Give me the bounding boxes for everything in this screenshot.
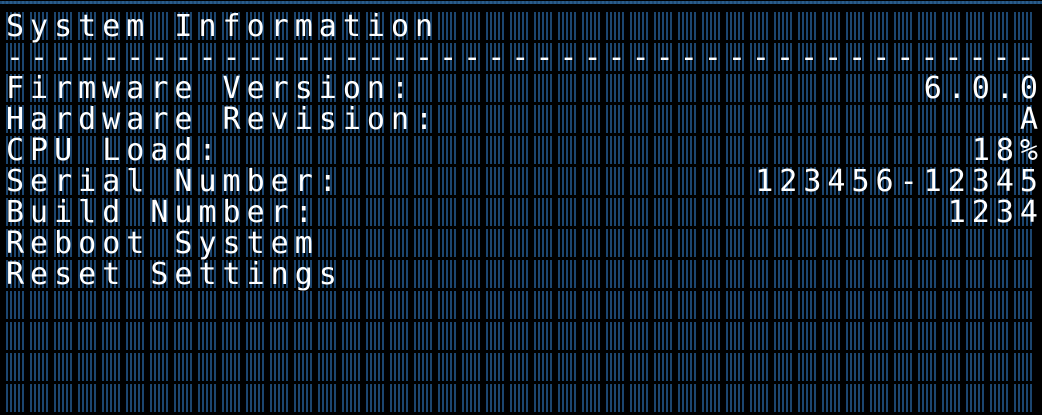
lcd-display: System Information ---------------------… — [6, 12, 1038, 415]
item-label: Serial Number: — [6, 164, 343, 199]
page-title: System Information — [6, 9, 440, 44]
display-top-border — [0, 1, 1042, 4]
item-value: A — [1019, 102, 1042, 137]
item-value: 18% — [971, 133, 1042, 168]
item-label: Reset Settings — [6, 257, 343, 292]
empty-row — [6, 291, 1038, 319]
item-value: 123456-12345 — [755, 164, 1042, 199]
empty-row — [6, 322, 1038, 350]
menu-item-reset-settings[interactable]: Reset Settings — [6, 257, 1038, 292]
separator: ----------------------------------------… — [6, 40, 1041, 75]
item-label: Hardware Revision: — [6, 102, 440, 137]
item-label: Firmware Version: — [6, 71, 416, 106]
empty-row — [6, 384, 1038, 412]
title-row: System Information — [6, 9, 1038, 44]
menu-item-build-number[interactable]: Build Number: 1234 — [6, 195, 1038, 230]
menu-item-cpu-load[interactable]: CPU Load: 18% — [6, 133, 1038, 168]
menu-item-serial-number[interactable]: Serial Number: 123456-12345 — [6, 164, 1038, 199]
menu-item-reboot-system[interactable]: Reboot System — [6, 226, 1038, 261]
item-value: 1234 — [947, 195, 1042, 230]
menu-item-hardware-revision[interactable]: Hardware Revision: A — [6, 102, 1038, 137]
item-value: 6.0.0 — [923, 71, 1042, 106]
item-label: Build Number: — [6, 195, 319, 230]
item-label: Reboot System — [6, 226, 319, 261]
menu-item-firmware-version[interactable]: Firmware Version: 6.0.0 — [6, 71, 1038, 106]
separator-row: ----------------------------------------… — [6, 40, 1041, 75]
empty-row — [6, 353, 1038, 381]
item-label: CPU Load: — [6, 133, 223, 168]
